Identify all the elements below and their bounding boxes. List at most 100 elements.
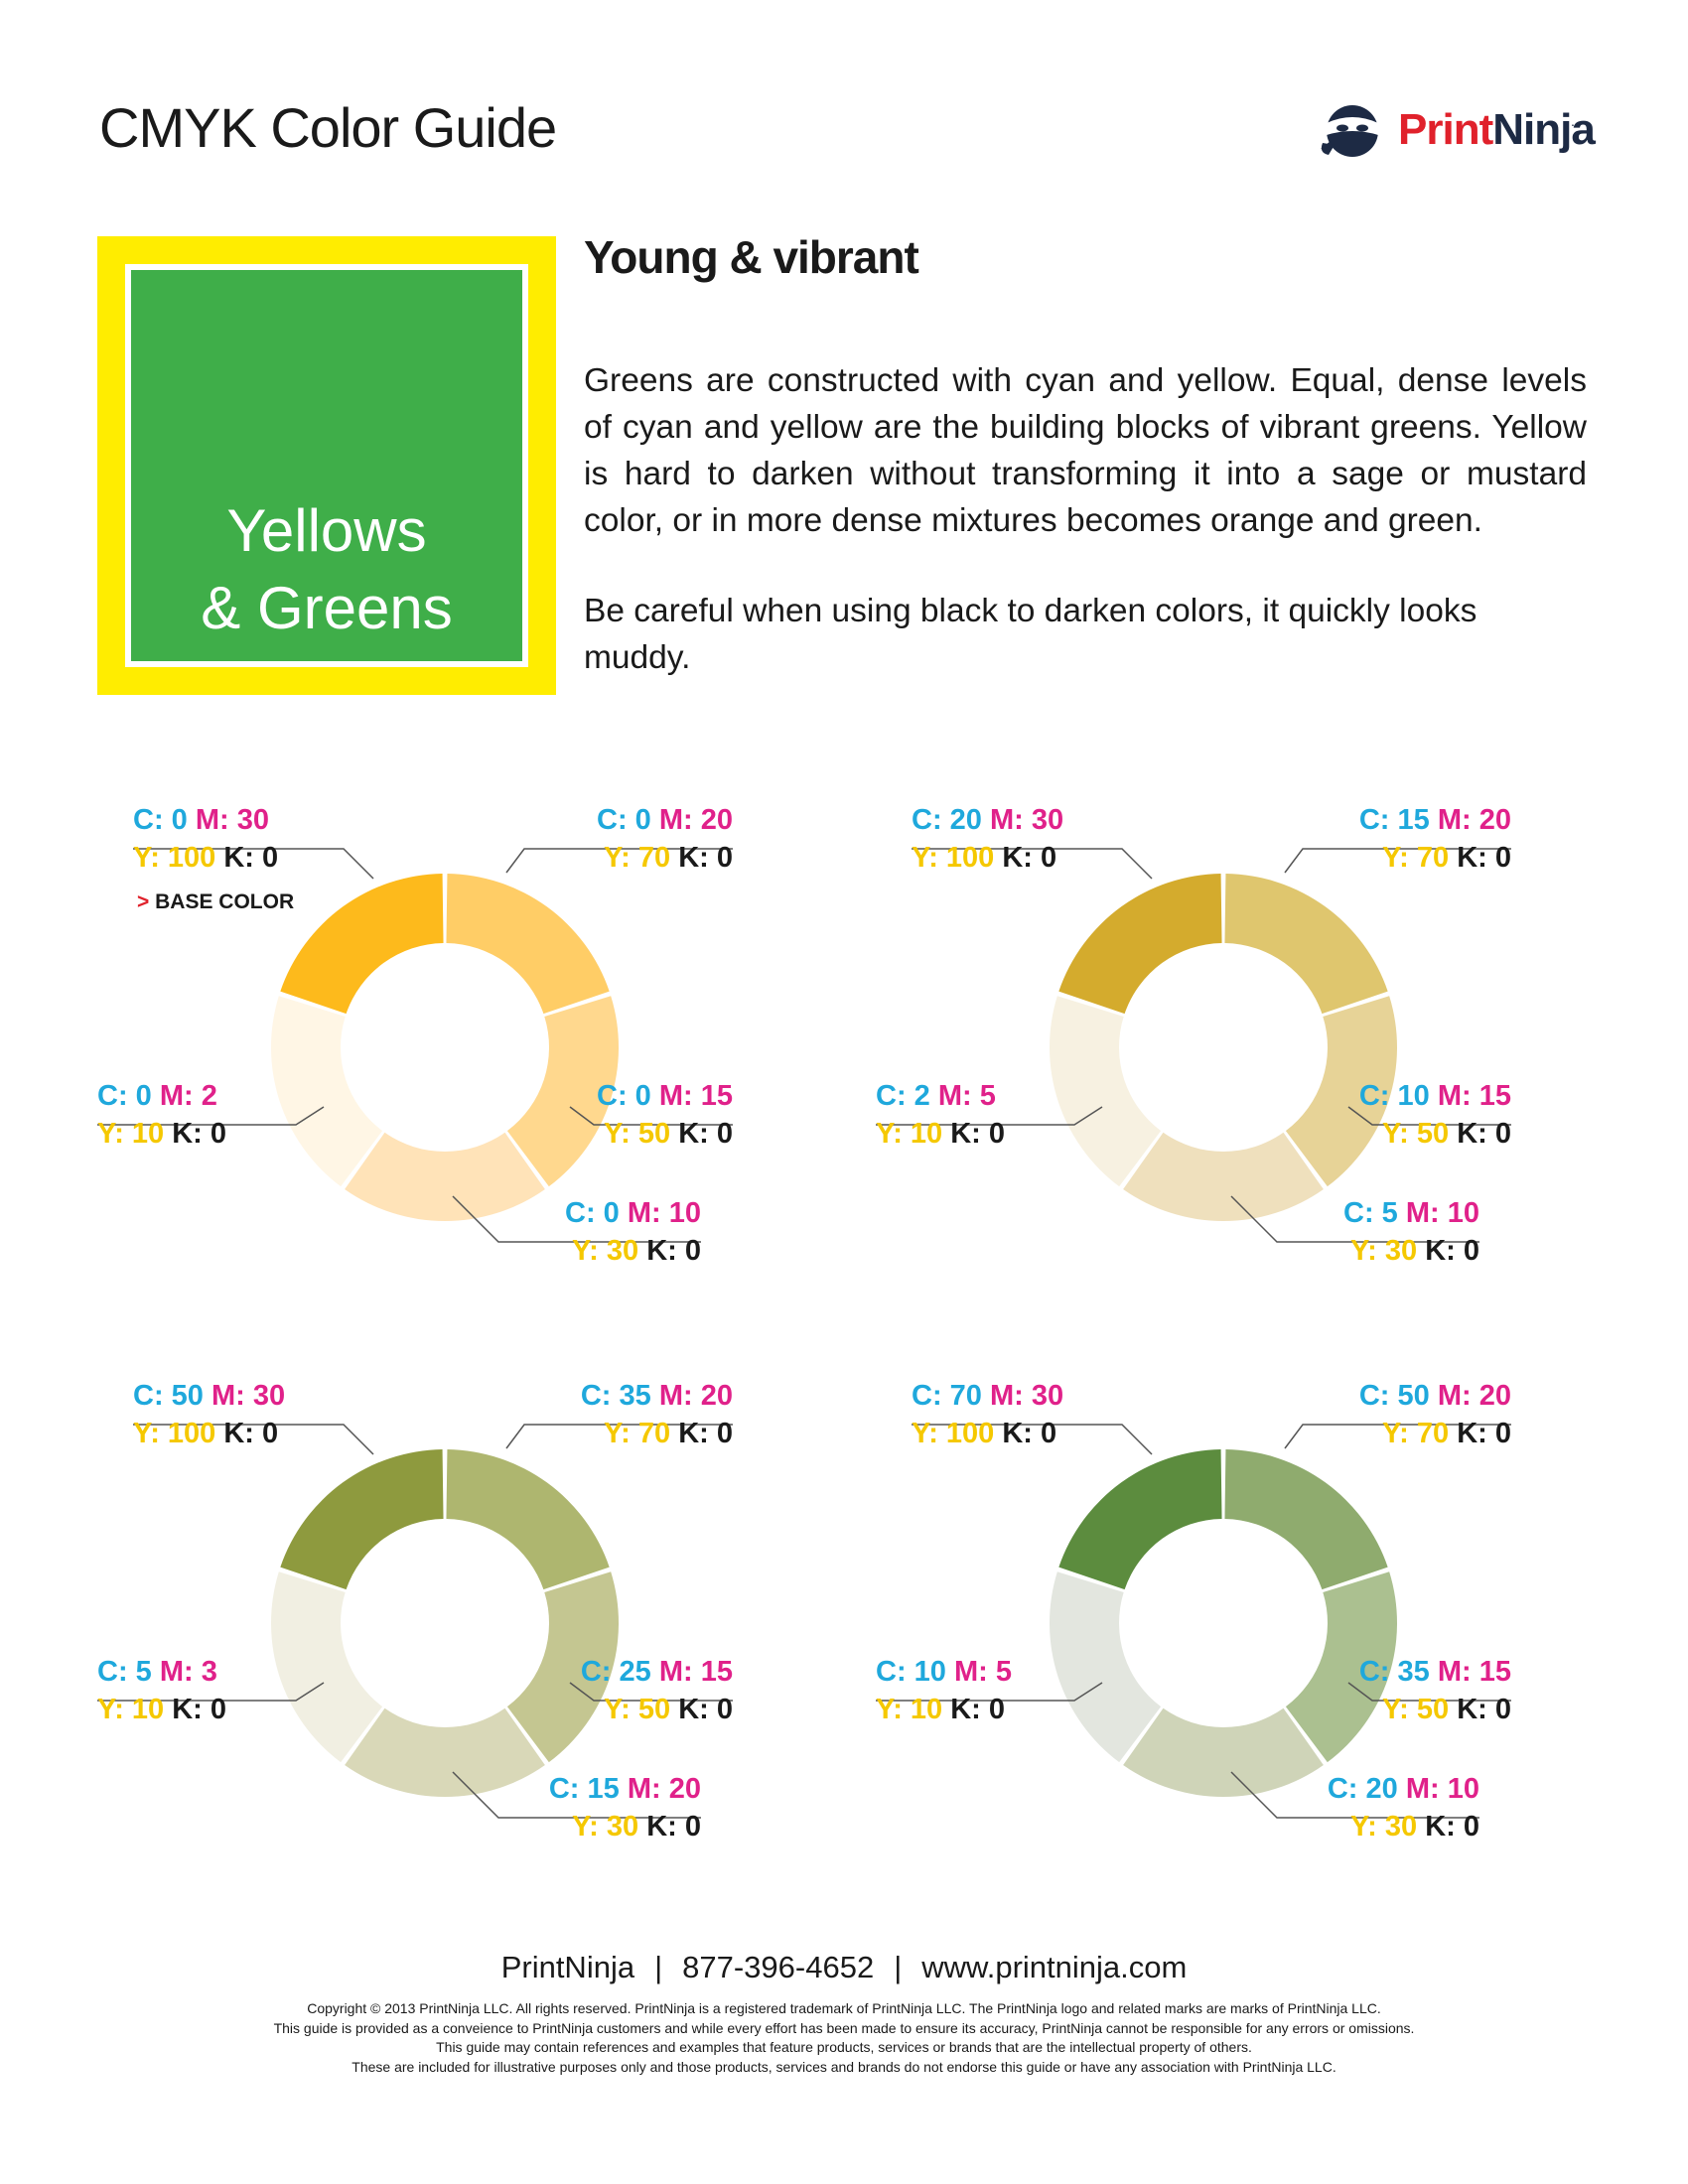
fine-print-line: These are included for illustrative purp… <box>352 2058 1336 2075</box>
leader-line <box>452 1195 701 1243</box>
color-wheel: C: 20 M: 30 Y: 100 K: 0 C: 15 M: 20 Y: 70 K… <box>876 804 1511 1267</box>
cmyk-cm-label: C: 25 M: 15 <box>581 1656 733 1688</box>
wheel-segment <box>1285 996 1397 1187</box>
leader-line <box>569 1106 733 1126</box>
wheel-segment <box>271 1571 383 1763</box>
leader-line <box>1284 1424 1511 1449</box>
wheel-segment <box>280 1449 444 1590</box>
wheel-segment <box>1224 874 1388 1015</box>
wheel-segment <box>1050 1571 1162 1763</box>
leader-line <box>505 1424 733 1449</box>
cmyk-cm-label: C: 0 M: 30 <box>133 804 269 836</box>
wheel-segment <box>446 874 610 1015</box>
category-label-line1: Yellows <box>226 497 427 564</box>
cmyk-cm-label: C: 20 M: 30 <box>912 804 1063 836</box>
leader-line <box>133 848 374 880</box>
fine-print-line: Copyright © 2013 PrintNinja LLC. All rig… <box>307 2000 1381 2016</box>
cmyk-yk-label: Y: 10 K: 0 <box>97 1118 226 1150</box>
ninja-icon <box>1321 105 1378 157</box>
color-wheel: C: 0 M: 30 Y: 100 K: 0 C: 0 M: 20 Y: 70 K: … <box>97 804 733 1267</box>
page-title: CMYK Color Guide <box>99 96 557 159</box>
logo-mark: . <box>1571 113 1575 129</box>
footer-website[interactable]: www.printninja.com <box>921 1950 1188 1984</box>
section-paragraph-1: Greens are constructed with cyan and yel… <box>584 362 1587 539</box>
color-wheels: C: 0 M: 30 Y: 100 K: 0 C: 0 M: 20 Y: 70 K: … <box>97 804 1511 1843</box>
cmyk-yk-label: Y: 30 K: 0 <box>1350 1235 1479 1267</box>
color-wheel: C: 70 M: 30 Y: 100 K: 0 C: 50 M: 20 Y: 70 K… <box>876 1380 1511 1843</box>
cmyk-cm-label: C: 5 M: 10 <box>1343 1197 1479 1229</box>
cmyk-cm-label: C: 2 M: 5 <box>876 1080 996 1112</box>
leader-line <box>876 1106 1103 1126</box>
base-color-marker: > BASE COLOR <box>137 890 294 913</box>
cmyk-cm-label: C: 70 M: 30 <box>912 1380 1063 1412</box>
cmyk-yk-label: Y: 30 K: 0 <box>572 1811 701 1843</box>
color-wheel: C: 50 M: 30 Y: 100 K: 0 C: 35 M: 20 Y: 70 K… <box>97 1380 733 1843</box>
cmyk-cm-label: C: 10 M: 15 <box>1359 1080 1511 1112</box>
cmyk-cm-label: C: 20 M: 10 <box>1328 1773 1479 1805</box>
footer-contact: PrintNinja | 877-396-4652 | www.printninja.c… <box>0 1950 1688 1985</box>
cmyk-yk-label: Y: 10 K: 0 <box>876 1118 1005 1150</box>
cmyk-cm-label: C: 5 M: 3 <box>97 1656 217 1688</box>
leader-line <box>912 848 1153 880</box>
fine-print: Copyright © 2013 PrintNinja LLC. All rig… <box>0 1999 1688 2077</box>
cmyk-cm-label: C: 35 M: 20 <box>581 1380 733 1412</box>
footer-separator: | <box>894 1950 903 1984</box>
footer-separator: | <box>654 1950 663 1984</box>
wheel-segment <box>1058 874 1222 1015</box>
category-swatch-fill: Yellows & Greens <box>125 264 528 667</box>
cmyk-yk-label: Y: 70 K: 0 <box>1382 842 1511 874</box>
cmyk-cm-label: C: 15 M: 20 <box>1359 804 1511 836</box>
cmyk-cm-label: C: 50 M: 30 <box>133 1380 285 1412</box>
cmyk-yk-label: Y: 100 K: 0 <box>912 1418 1056 1449</box>
footer-phone: 877-396-4652 <box>682 1950 875 1984</box>
cmyk-yk-label: Y: 10 K: 0 <box>97 1694 226 1725</box>
cmyk-cm-label: C: 10 M: 5 <box>876 1656 1012 1688</box>
category-label-line2: & Greens <box>201 575 453 641</box>
leader-line <box>569 1682 733 1702</box>
cmyk-yk-label: Y: 50 K: 0 <box>1382 1118 1511 1150</box>
wheel-segment <box>1058 1449 1222 1590</box>
cmyk-yk-label: Y: 70 K: 0 <box>604 842 733 874</box>
leader-line <box>1347 1106 1511 1126</box>
wheel-segment <box>446 1449 610 1590</box>
footer-company: PrintNinja <box>500 1950 635 1984</box>
category-label: Yellows & Greens <box>131 492 522 647</box>
cmyk-yk-label: Y: 50 K: 0 <box>1382 1694 1511 1725</box>
cmyk-cm-label: C: 0 M: 20 <box>597 804 733 836</box>
leader-line <box>1284 848 1511 874</box>
cmyk-yk-label: Y: 50 K: 0 <box>604 1118 733 1150</box>
cmyk-yk-label: Y: 70 K: 0 <box>604 1418 733 1449</box>
wheel-segment <box>345 1132 545 1222</box>
leader-line <box>1347 1682 1511 1702</box>
cmyk-cm-label: C: 35 M: 15 <box>1359 1656 1511 1688</box>
wheel-segment <box>1050 996 1162 1187</box>
wheel-segment <box>271 996 383 1187</box>
leader-line <box>452 1771 701 1819</box>
cmyk-cm-label: C: 0 M: 10 <box>565 1197 701 1229</box>
leader-line <box>133 1424 374 1455</box>
section-heading: Young & vibrant <box>584 231 919 283</box>
cmyk-yk-label: Y: 10 K: 0 <box>876 1694 1005 1725</box>
cmyk-cm-label: C: 50 M: 20 <box>1359 1380 1511 1412</box>
category-swatch: Yellows & Greens <box>97 236 556 695</box>
leader-line <box>97 1106 325 1126</box>
cmyk-cm-label: C: 15 M: 20 <box>549 1773 701 1805</box>
wheel-segment <box>506 996 619 1187</box>
cmyk-yk-label: Y: 100 K: 0 <box>133 842 278 874</box>
fine-print-line: This guide may contain references and ex… <box>436 2039 1252 2055</box>
printninja-logo: PrintNinja . <box>1319 97 1596 167</box>
wheel-segment <box>1224 1449 1388 1590</box>
wheel-segment <box>1285 1571 1397 1763</box>
logo-wordmark: PrintNinja <box>1398 105 1596 154</box>
leader-line <box>97 1682 325 1702</box>
wheel-segment <box>280 874 444 1015</box>
wheel-segment <box>1123 1132 1324 1221</box>
leader-line <box>505 848 733 874</box>
leader-line <box>1230 1771 1479 1819</box>
wheel-segment <box>506 1571 619 1763</box>
cmyk-yk-label: Y: 100 K: 0 <box>912 842 1056 874</box>
wheel-segment <box>345 1707 545 1797</box>
section-paragraph-2: Be careful when using black to darken co… <box>584 593 1477 676</box>
cmyk-cm-label: C: 0 M: 2 <box>97 1080 217 1112</box>
cmyk-yk-label: Y: 70 K: 0 <box>1382 1418 1511 1449</box>
